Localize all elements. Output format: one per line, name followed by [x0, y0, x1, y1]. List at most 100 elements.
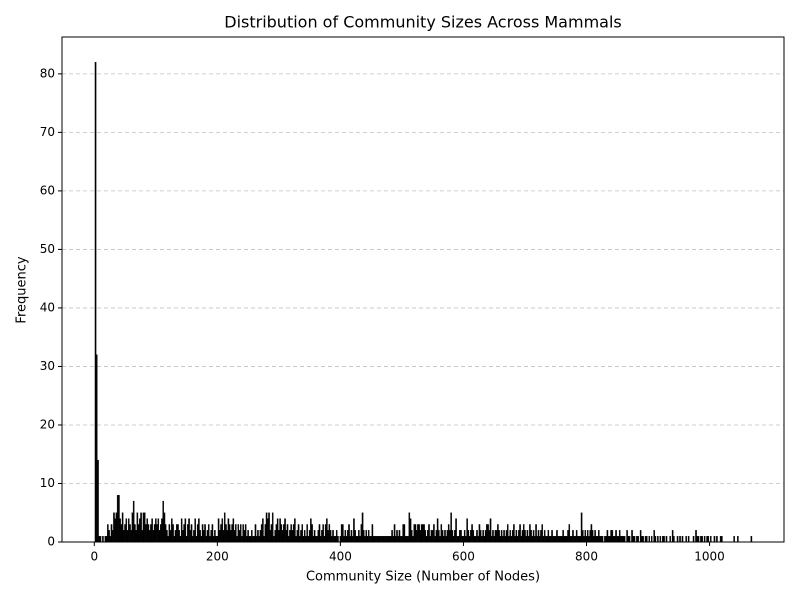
bar [292, 524, 295, 543]
bar [242, 524, 244, 543]
bar [588, 535, 590, 543]
bar [167, 535, 169, 543]
bar [707, 535, 710, 543]
bar [697, 535, 700, 543]
bar [598, 530, 600, 543]
bar [365, 530, 368, 543]
bar [642, 535, 644, 543]
bar [318, 524, 321, 543]
bar [495, 530, 498, 543]
bar [513, 524, 515, 543]
bar [568, 524, 571, 543]
bar [456, 535, 459, 543]
bar [237, 524, 240, 543]
bar [353, 518, 355, 543]
bar [278, 530, 280, 543]
bar [595, 535, 598, 543]
bar [481, 535, 483, 543]
bar [465, 535, 467, 543]
bar [457, 535, 460, 543]
bar [435, 530, 438, 543]
bar [623, 535, 626, 543]
bar [497, 524, 499, 543]
bar [403, 524, 406, 543]
bar [706, 535, 708, 543]
bar [97, 459, 99, 543]
bar [222, 530, 225, 543]
bar [461, 535, 463, 543]
bar [609, 535, 611, 543]
bar [294, 518, 296, 543]
y-tick-label: 0 [47, 535, 55, 549]
bar [439, 535, 441, 543]
bar [607, 535, 610, 543]
bar [556, 530, 558, 543]
bar [679, 535, 681, 543]
bar [121, 512, 124, 543]
bar [196, 524, 199, 543]
bar [511, 530, 514, 543]
bar [590, 524, 593, 543]
bar [455, 518, 457, 543]
bar [687, 535, 690, 543]
bar [567, 530, 569, 543]
bar [124, 524, 126, 543]
bar [364, 535, 366, 543]
bar [451, 530, 454, 543]
bar [391, 530, 393, 543]
bar [187, 524, 189, 543]
bar [381, 535, 384, 543]
bar [305, 535, 307, 543]
y-tick-label: 80 [40, 66, 55, 80]
bar [102, 535, 104, 543]
bar [515, 530, 518, 543]
bar [399, 535, 402, 543]
bar [663, 535, 665, 543]
x-tick-label: 600 [452, 550, 475, 564]
bar [355, 535, 358, 543]
bar [367, 530, 370, 543]
bar [209, 535, 211, 543]
bar [604, 535, 606, 543]
bar [487, 524, 489, 543]
bar [143, 512, 146, 543]
bar [388, 535, 391, 543]
bar [542, 535, 545, 543]
bar [273, 535, 275, 543]
bar [594, 530, 596, 543]
bar [463, 530, 466, 543]
bar [471, 524, 473, 543]
bar [253, 535, 256, 543]
bar [98, 535, 100, 543]
bar [226, 530, 228, 543]
bar [484, 530, 487, 543]
bar [207, 524, 210, 543]
bar [123, 530, 125, 543]
bar [249, 535, 252, 543]
bar [557, 535, 559, 543]
bar [228, 524, 231, 543]
bar [377, 535, 380, 543]
bar [275, 524, 278, 543]
bar [665, 535, 668, 543]
bar [248, 535, 251, 543]
x-tick-label: 800 [575, 550, 598, 564]
bar [504, 535, 507, 543]
bar [307, 535, 310, 543]
bar [586, 530, 589, 543]
bar [494, 530, 497, 543]
y-tick-label: 10 [40, 476, 55, 490]
bar [276, 518, 279, 543]
bar [578, 535, 580, 543]
bar [584, 530, 587, 543]
bar [509, 530, 511, 543]
bar [214, 530, 216, 543]
bar [548, 535, 551, 543]
bar [274, 530, 276, 543]
bar [152, 530, 155, 543]
bar [135, 530, 137, 543]
bar [654, 535, 657, 543]
bar [323, 535, 326, 543]
bar [615, 530, 617, 543]
bar [633, 535, 636, 543]
